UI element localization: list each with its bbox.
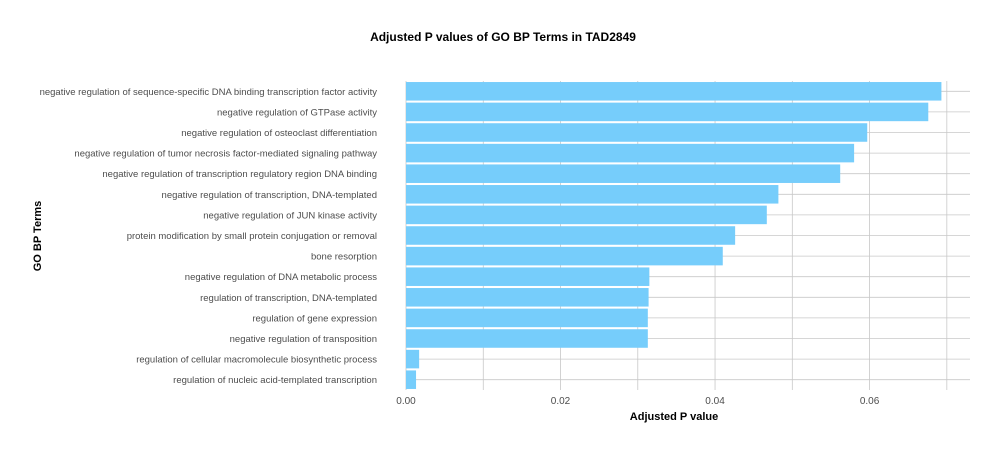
chart-title: Adjusted P values of GO BP Terms in TAD2… — [370, 30, 636, 44]
category-label: negative regulation of osteoclast differ… — [181, 128, 377, 139]
category-label: negative regulation of DNA metabolic pro… — [185, 272, 377, 283]
category-label: negative regulation of GTPase activity — [217, 107, 377, 118]
bar — [406, 349, 420, 369]
category-label: regulation of transcription, DNA-templat… — [200, 293, 377, 304]
category-label: protein modification by small protein co… — [127, 231, 377, 242]
x-tick-labels: 0.00 0.02 0.04 0.06 — [396, 396, 879, 407]
bar — [406, 267, 650, 286]
bar — [406, 329, 648, 348]
category-label: negative regulation of JUN kinase activi… — [203, 210, 377, 221]
bar — [406, 246, 723, 266]
x-tick-label: 0.04 — [705, 396, 725, 407]
x-tick-label: 0.00 — [396, 396, 416, 407]
y-axis-title: GO BP Terms — [32, 201, 44, 272]
bar — [406, 226, 736, 245]
bar — [406, 82, 942, 101]
category-label: negative regulation of sequence-specific… — [40, 87, 378, 98]
category-label: regulation of nucleic acid-templated tra… — [173, 375, 377, 386]
bars-layer — [406, 82, 942, 389]
category-label: negative regulation of transposition — [230, 334, 377, 345]
bar — [406, 143, 855, 163]
category-label: negative regulation of transcription reg… — [102, 169, 377, 180]
category-labels: negative regulation of sequence-specific… — [40, 87, 378, 386]
x-tick-label: 0.06 — [860, 396, 880, 407]
category-label: regulation of cellular macromolecule bio… — [136, 355, 377, 366]
bar — [406, 288, 649, 307]
bar — [406, 370, 417, 389]
bar — [406, 205, 767, 225]
category-label: bone resorption — [311, 252, 377, 263]
category-label: negative regulation of transcription, DN… — [162, 190, 377, 201]
bar — [406, 164, 841, 183]
bar — [406, 185, 779, 204]
bar — [406, 308, 648, 328]
bar — [406, 123, 868, 142]
category-label: regulation of gene expression — [252, 313, 377, 324]
bar — [406, 102, 929, 122]
x-axis-title: Adjusted P value — [630, 411, 718, 423]
category-label: negative regulation of tumor necrosis fa… — [74, 149, 377, 160]
x-tick-label: 0.02 — [551, 396, 571, 407]
